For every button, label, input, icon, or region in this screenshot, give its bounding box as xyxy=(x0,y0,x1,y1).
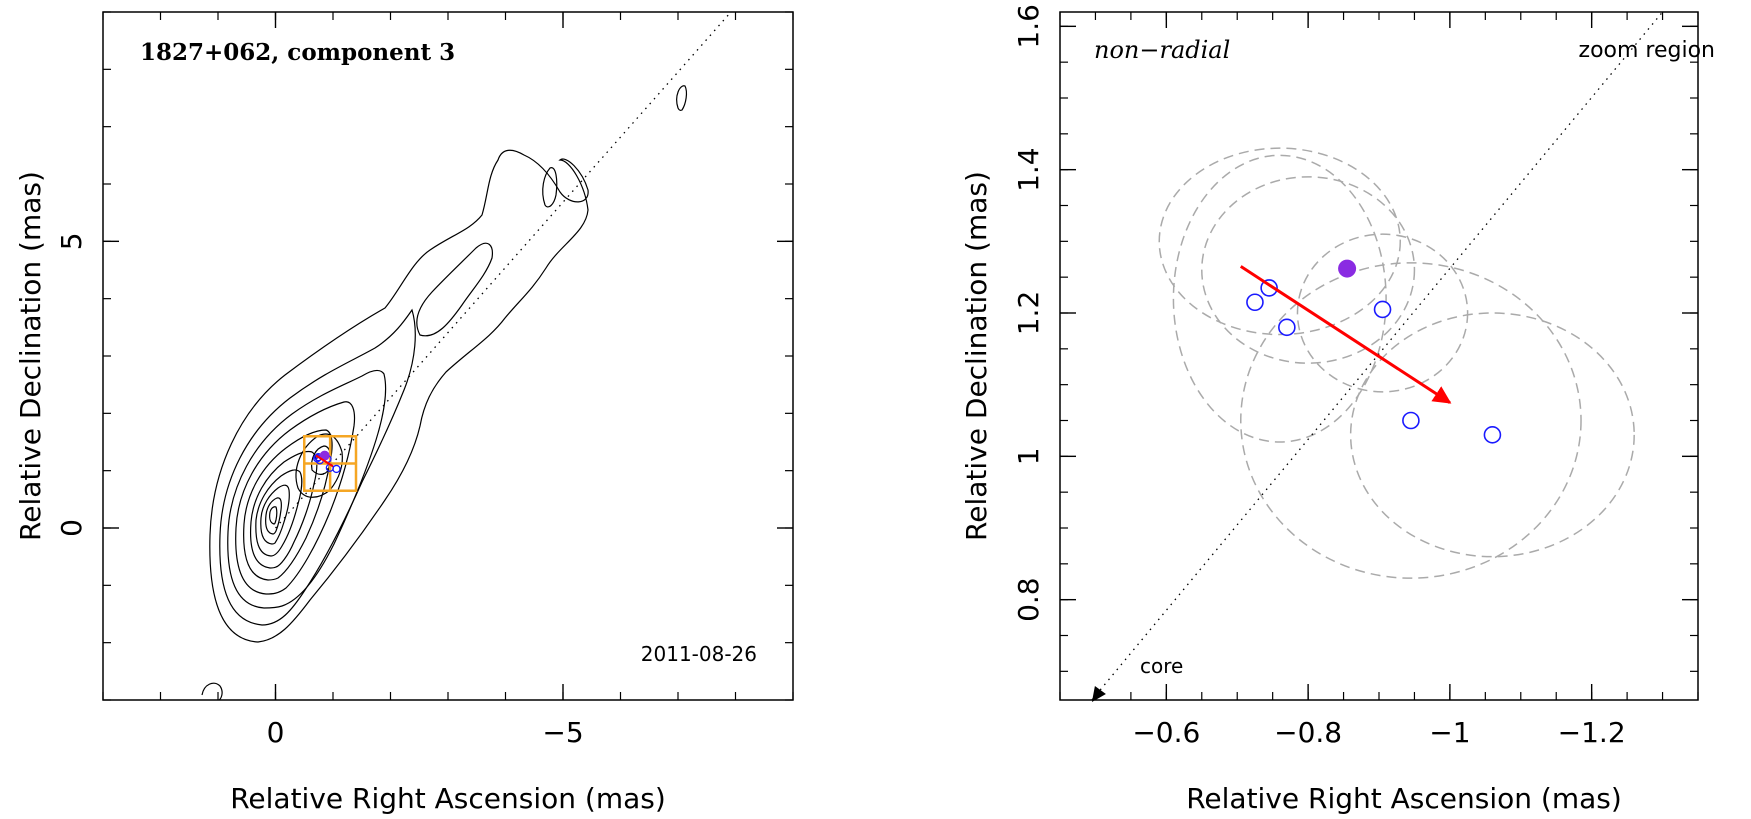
error-ellipse xyxy=(1158,147,1402,336)
contour-level-10 xyxy=(269,506,278,525)
contour-level-2 xyxy=(219,308,416,626)
right-x-tick-label: −0.8 xyxy=(1274,716,1342,749)
right-y-tick-label: 1.6 xyxy=(1012,4,1045,49)
error-ellipse xyxy=(1240,262,1582,579)
contour-knot-upper xyxy=(542,167,558,208)
core-direction-arrowhead xyxy=(1091,686,1106,702)
left-major-ticks xyxy=(103,12,793,700)
right-ylabel: Relative Declination (mas) xyxy=(960,171,993,541)
contour-level-3 xyxy=(227,369,387,609)
component-position-marker xyxy=(1373,300,1392,319)
component-positions xyxy=(1246,259,1502,444)
left-date-label: 2011-08-26 xyxy=(641,642,757,666)
contour-island-bottom xyxy=(201,682,223,700)
left-ylabel: Relative Declination (mas) xyxy=(14,171,47,541)
right-plot-frame xyxy=(1059,11,1699,701)
contour-knot-outer xyxy=(416,242,493,337)
jet-axis-line xyxy=(275,12,732,529)
radio-contours xyxy=(201,85,688,700)
left-xlabel: Relative Right Ascension (mas) xyxy=(230,782,666,815)
highlight-marker-small xyxy=(319,450,330,461)
left-panel: 0 −5 0 5 1827+062, component 3 2011-08-26 R… xyxy=(14,11,794,815)
contour-level-7 xyxy=(255,469,303,557)
right-title: non−radial xyxy=(1094,36,1230,64)
error-ellipse xyxy=(1172,154,1387,443)
error-ellipse xyxy=(1296,233,1469,393)
contour-level-9 xyxy=(265,497,282,535)
left-tick-labels: 0 −5 0 5 xyxy=(55,232,584,749)
right-y-tick-label: 1.2 xyxy=(1012,291,1045,336)
left-title: 1827+062, component 3 xyxy=(140,39,455,66)
left-plot-frame xyxy=(102,11,794,701)
component-marker-small xyxy=(332,464,341,474)
right-x-tick-label: −0.6 xyxy=(1132,716,1200,749)
component-markers xyxy=(313,450,341,474)
error-ellipse xyxy=(1349,312,1635,558)
left-minor-ticks xyxy=(102,11,794,701)
contour-level-1 xyxy=(209,149,589,643)
right-tick-labels: −0.6 −0.8 −1 −1.2 0.8 1 1.2 1.4 1.6 xyxy=(1012,4,1626,749)
motion-arrow xyxy=(1239,265,1452,404)
right-x-tick-label: −1.2 xyxy=(1558,716,1626,749)
error-ellipses xyxy=(1158,147,1635,579)
motion-arrow-small xyxy=(315,454,334,468)
contour-level-4 xyxy=(235,401,356,595)
left-x-tick-label: 0 xyxy=(267,716,285,749)
left-y-tick-label: 0 xyxy=(55,519,88,537)
right-y-tick-label: 1 xyxy=(1012,447,1045,465)
right-y-tick-label: 1.4 xyxy=(1012,147,1045,192)
contour-level-8 xyxy=(260,484,290,545)
right-x-tick-label: −1 xyxy=(1429,716,1470,749)
core-label: core xyxy=(1140,654,1183,678)
zoom-region-label: zoom region xyxy=(1579,38,1715,63)
highlight-position-marker xyxy=(1338,259,1357,278)
error-ellipse xyxy=(1201,176,1416,364)
component-position-marker xyxy=(1483,426,1502,444)
left-y-tick-label: 5 xyxy=(55,232,88,250)
left-x-tick-label: −5 xyxy=(542,716,583,749)
right-y-tick-label: 0.8 xyxy=(1012,577,1045,622)
contour-island-top xyxy=(676,85,688,111)
right-xlabel: Relative Right Ascension (mas) xyxy=(1186,782,1622,815)
contour-secondary-outer xyxy=(295,433,343,498)
component-position-marker xyxy=(1402,411,1420,430)
component-position-marker xyxy=(1246,293,1264,312)
component-position-marker xyxy=(1278,318,1296,337)
right-panel: −0.6 −0.8 −1 −1.2 0.8 1 1.2 1.4 1.6 non−radial z… xyxy=(960,4,1715,815)
right-major-ticks xyxy=(1060,12,1698,700)
